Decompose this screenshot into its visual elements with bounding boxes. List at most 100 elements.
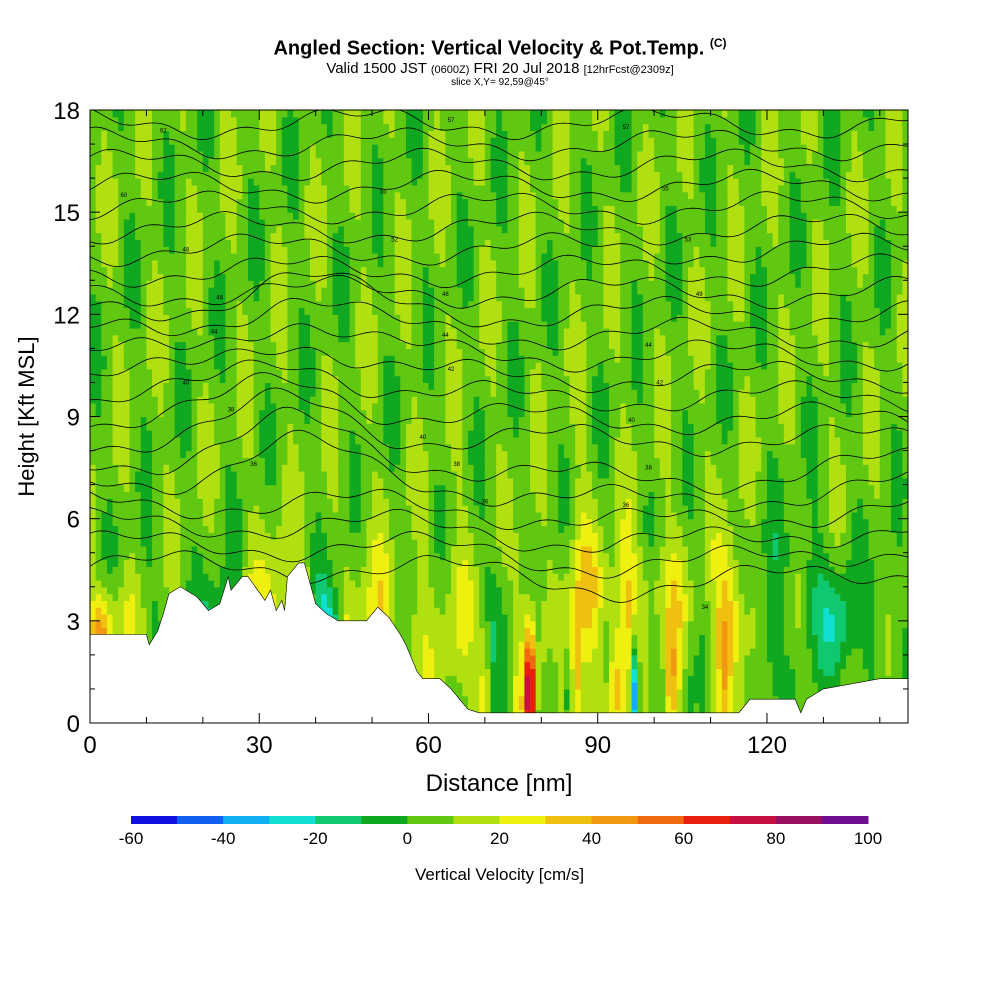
velocity-cell bbox=[372, 280, 379, 288]
velocity-cell bbox=[315, 491, 322, 499]
velocity-cell bbox=[95, 171, 102, 179]
velocity-cell bbox=[185, 314, 193, 322]
velocity-cell bbox=[231, 218, 238, 227]
velocity-cell bbox=[214, 246, 221, 254]
velocity-cell bbox=[247, 334, 255, 343]
velocity-cell bbox=[270, 164, 277, 172]
velocity-cell bbox=[394, 559, 401, 567]
velocity-cell bbox=[185, 423, 193, 431]
velocity-cell bbox=[287, 157, 294, 166]
velocity-cell bbox=[191, 225, 198, 234]
velocity-cell bbox=[264, 225, 272, 234]
velocity-cell bbox=[106, 491, 114, 499]
velocity-cell bbox=[315, 130, 322, 138]
velocity-cell bbox=[231, 436, 238, 445]
velocity-cell bbox=[321, 341, 328, 349]
velocity-cell bbox=[174, 559, 181, 567]
velocity-cell bbox=[214, 157, 221, 166]
velocity-cell bbox=[264, 348, 272, 356]
velocity-cell bbox=[208, 511, 215, 520]
velocity-cell bbox=[140, 586, 148, 595]
velocity-cell bbox=[219, 525, 226, 533]
velocity-cell bbox=[366, 579, 373, 588]
velocity-cell bbox=[129, 232, 136, 241]
velocity-cell bbox=[106, 620, 114, 629]
velocity-cell bbox=[388, 430, 396, 438]
velocity-cell bbox=[180, 436, 187, 445]
velocity-cell bbox=[157, 511, 164, 520]
velocity-cell bbox=[101, 484, 108, 493]
velocity-cell bbox=[321, 525, 328, 533]
velocity-cell bbox=[225, 300, 232, 309]
velocity-cell bbox=[310, 300, 317, 309]
velocity-cell bbox=[174, 266, 181, 275]
velocity-cell bbox=[197, 511, 204, 520]
velocity-cell bbox=[355, 409, 362, 418]
velocity-cell bbox=[321, 321, 328, 329]
velocity-cell bbox=[95, 436, 102, 445]
velocity-cell bbox=[225, 287, 232, 295]
velocity-cell bbox=[247, 171, 255, 179]
velocity-cell bbox=[388, 457, 396, 465]
velocity-cell bbox=[287, 225, 294, 234]
velocity-cell bbox=[174, 130, 181, 138]
velocity-cell bbox=[242, 178, 249, 186]
velocity-cell bbox=[355, 232, 362, 241]
velocity-cell bbox=[112, 368, 119, 377]
velocity-cell bbox=[281, 144, 289, 152]
velocity-cell bbox=[106, 559, 114, 567]
velocity-cell bbox=[135, 334, 142, 343]
velocity-cell bbox=[180, 396, 187, 404]
velocity-cell bbox=[152, 484, 159, 493]
velocity-cell bbox=[332, 539, 339, 547]
velocity-cell bbox=[214, 178, 221, 186]
velocity-cell bbox=[140, 137, 148, 145]
velocity-cell bbox=[101, 212, 108, 220]
velocity-cell bbox=[383, 470, 390, 479]
velocity-cell bbox=[264, 491, 272, 499]
velocity-cell bbox=[231, 232, 238, 241]
velocity-cell bbox=[157, 232, 164, 241]
velocity-cell bbox=[214, 484, 221, 493]
velocity-cell bbox=[355, 307, 362, 315]
velocity-cell bbox=[168, 232, 176, 241]
velocity-cell bbox=[118, 205, 125, 213]
velocity-cell bbox=[95, 511, 102, 520]
velocity-cell bbox=[281, 430, 289, 438]
velocity-cell bbox=[214, 396, 221, 404]
velocity-cell bbox=[191, 266, 198, 275]
velocity-cell bbox=[287, 498, 294, 506]
velocity-cell bbox=[264, 579, 272, 588]
velocity-cell bbox=[129, 539, 136, 547]
velocity-cell bbox=[152, 123, 159, 132]
velocity-cell bbox=[180, 579, 187, 588]
velocity-cell bbox=[231, 348, 238, 356]
velocity-cell bbox=[383, 518, 390, 527]
velocity-cell bbox=[304, 314, 311, 322]
velocity-cell bbox=[101, 144, 108, 152]
velocity-cell bbox=[264, 130, 272, 138]
velocity-cell bbox=[276, 348, 283, 356]
velocity-cell bbox=[355, 259, 362, 268]
velocity-cell bbox=[185, 164, 193, 172]
velocity-cell bbox=[202, 184, 210, 193]
velocity-cell bbox=[372, 389, 379, 397]
velocity-cell bbox=[214, 348, 221, 356]
velocity-cell bbox=[360, 382, 368, 390]
velocity-cell bbox=[281, 327, 289, 336]
velocity-cell bbox=[253, 511, 260, 520]
velocity-cell bbox=[304, 130, 311, 138]
velocity-cell bbox=[332, 416, 339, 424]
velocity-cell bbox=[157, 327, 164, 336]
velocity-cell bbox=[332, 116, 339, 125]
velocity-cell bbox=[202, 212, 210, 220]
velocity-cell bbox=[112, 518, 119, 527]
velocity-cell bbox=[281, 110, 289, 118]
velocity-cell bbox=[383, 321, 390, 329]
velocity-cell bbox=[242, 259, 249, 268]
velocity-cell bbox=[231, 116, 238, 125]
velocity-cell bbox=[388, 450, 396, 458]
velocity-cell bbox=[247, 314, 255, 322]
velocity-cell bbox=[112, 627, 119, 636]
velocity-cell bbox=[366, 409, 373, 418]
